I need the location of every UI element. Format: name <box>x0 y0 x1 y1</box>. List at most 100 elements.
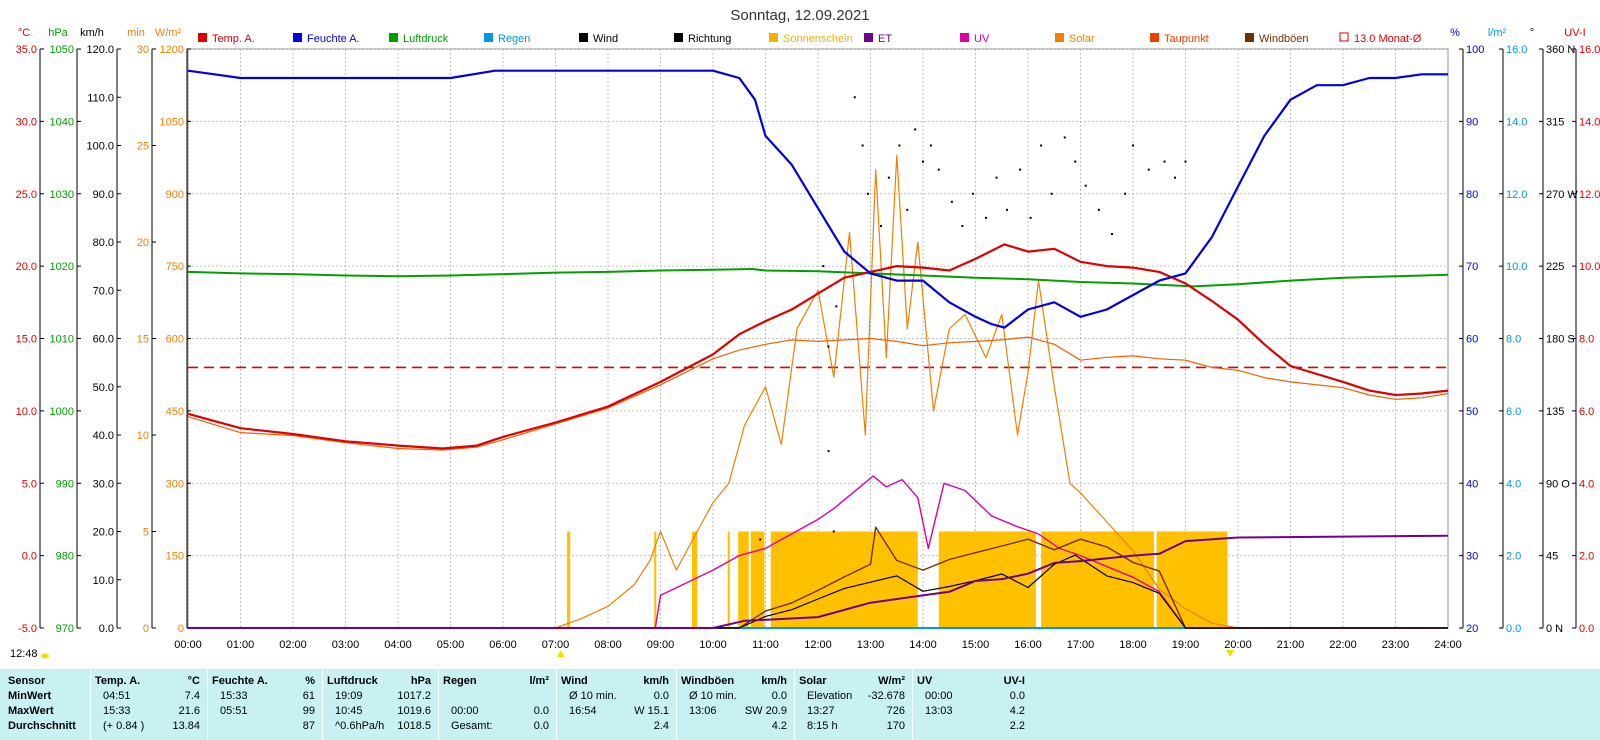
current-time-label: 12:48 <box>10 648 38 660</box>
stat-value: 170 <box>886 720 905 732</box>
stat-value: W 15.1 <box>634 705 669 717</box>
legend-swatch <box>960 33 969 42</box>
legend-label: Wind <box>593 33 618 45</box>
axis-tick-label: 15 <box>137 334 149 346</box>
axis-tick-label: 1050 <box>160 116 184 128</box>
stat-value: 2.2 <box>1009 720 1025 732</box>
direction-point <box>1147 168 1150 171</box>
legend-item: Sonnenschein <box>769 33 853 45</box>
stat-value: 13.84 <box>172 720 200 732</box>
legend-label: 13.0 Monat-Ø <box>1354 33 1422 45</box>
stat-value: 87 <box>302 720 315 732</box>
axis-tick-label: 0 <box>143 623 149 635</box>
direction-point <box>985 216 987 219</box>
axis-tick-label: 16.0 <box>1579 44 1600 56</box>
stat-value: 1018.5 <box>397 720 431 732</box>
stat-group-unit: W/m² <box>878 675 905 687</box>
direction-point <box>827 450 830 453</box>
axis-tick-label: 970 <box>56 623 74 635</box>
direction-point <box>866 192 869 195</box>
axis-tick-label: 80 <box>1466 189 1478 201</box>
direction-point <box>1029 216 1032 219</box>
humidity-line <box>187 69 1448 329</box>
legend-item: Regen <box>484 33 530 45</box>
axis-unit: UV-I <box>1564 27 1585 39</box>
axis-tick-label: 10 <box>137 430 149 442</box>
stat-label: Ø 10 min. <box>569 690 617 702</box>
sunshine-block <box>1156 531 1228 628</box>
axis-tick-label: 25 <box>137 141 149 153</box>
axis-tick-label: 20 <box>1466 623 1478 635</box>
stat-value: 61 <box>302 690 315 702</box>
direction-point <box>1050 192 1053 195</box>
axis-tick-label: 80.0 <box>93 237 114 249</box>
sunset-icon <box>1226 650 1235 657</box>
direction-point <box>1006 208 1008 211</box>
axis-tick-label: 25.0 <box>16 189 37 201</box>
axis-tick-label: -5.0 <box>18 623 37 635</box>
direction-point <box>835 305 838 308</box>
stats-group: Temp. A. °C 04:51 7.4 15:33 21.6 (+ 0.84 ) 13.8… <box>90 669 208 740</box>
stat-group-unit: km/h <box>643 675 669 687</box>
axis-tick-label: 120.0 <box>86 44 114 56</box>
direction-point <box>922 160 924 163</box>
axis-tick-label: 45 <box>1546 551 1558 563</box>
x-tick-label: 05:00 <box>437 639 465 651</box>
stat-value: 1017.2 <box>397 690 431 702</box>
axis-tick-label: 60.0 <box>93 334 114 346</box>
direction-point <box>861 144 864 147</box>
legend-swatch <box>864 33 873 42</box>
sunshine-block <box>738 531 749 628</box>
axis-tick-label: 40.0 <box>93 430 114 442</box>
pressure-line <box>187 268 1449 288</box>
stats-group: Feuchte A.% 15:33 61 05:51 99 87 <box>207 669 323 740</box>
x-tick-label: 11:00 <box>752 639 779 651</box>
direction-point <box>1074 160 1077 163</box>
axis-tick-label: 90.0 <box>93 189 114 201</box>
legend-swatch <box>1245 33 1254 42</box>
axis-unit: km/h <box>80 27 104 39</box>
x-tick-label: 09:00 <box>647 639 675 651</box>
axis-tick-label: 12.0 <box>1579 189 1600 201</box>
axis-tick-label: 1020 <box>50 261 74 273</box>
axis-tick-label: 2.0 <box>1579 551 1594 563</box>
direction-point <box>906 208 909 211</box>
stat-group-name: Feuchte A. <box>212 675 268 687</box>
axis-tick-label: 50.0 <box>93 382 114 394</box>
stat-value: 4.2 <box>771 720 787 732</box>
direction-point <box>937 168 940 171</box>
axis-tick-label: 180 S <box>1546 334 1575 346</box>
legend-item: Feuchte A. <box>293 33 360 45</box>
temperature-line <box>187 243 1449 450</box>
stat-group-unit: UV-I <box>1003 675 1025 687</box>
axis-tick-label: 1030 <box>50 189 74 201</box>
wind-line <box>188 554 1448 629</box>
axis-tick-label: 20 <box>137 237 149 249</box>
axis-tick-label: 110.0 <box>87 92 114 104</box>
x-tick-label: 21:00 <box>1277 639 1305 651</box>
direction-point <box>961 224 964 227</box>
axis-tick-label: 30.0 <box>16 116 37 128</box>
axis-tick-label: 300 <box>166 478 184 490</box>
direction-point <box>1163 160 1166 163</box>
axis-tick-label: 100.0 <box>86 141 114 153</box>
axis-tick-label: 0.0 <box>1579 623 1594 635</box>
stats-group: Solar W/m² Elevation -32.678 13:27 726 8:15 h 1… <box>794 669 913 740</box>
stat-value: 726 <box>886 705 905 717</box>
axis-direction: 360 N 315 270 W 225 180 S 135 90 O 45 0 N ° <box>1530 27 1579 635</box>
x-tick-label: 10:00 <box>699 639 727 651</box>
stat-value: 99 <box>302 705 315 717</box>
x-tick-label: 13:00 <box>857 639 885 651</box>
axis-tick-label: 150 <box>166 551 184 563</box>
axis-tick-label: 70 <box>1466 261 1478 273</box>
sunshine-block <box>654 531 657 628</box>
axis-unit: W/m² <box>155 27 182 39</box>
direction-point <box>1097 208 1100 211</box>
axis-tick-label: 15.0 <box>16 334 37 346</box>
axis-tick-label: 4.0 <box>1506 478 1521 490</box>
stat-group-unit: °C <box>187 675 200 687</box>
axis-tick-label: 14.0 <box>1506 116 1527 128</box>
legend-label: Regen <box>498 33 530 45</box>
stat-group-name: Solar <box>799 675 827 687</box>
axis-tick-label: 225 <box>1546 261 1564 273</box>
